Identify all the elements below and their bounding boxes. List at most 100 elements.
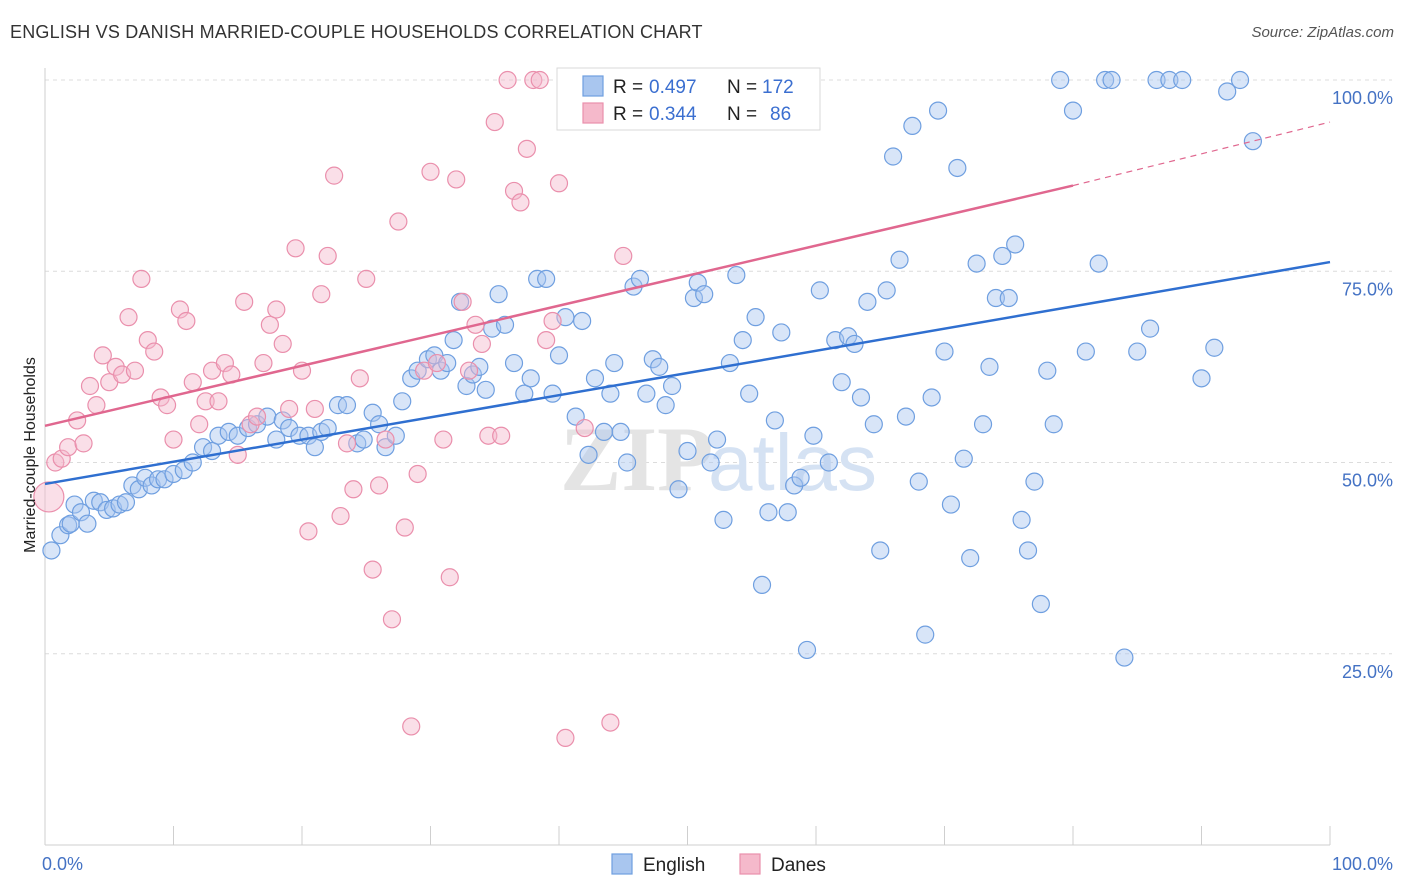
danes-point [247, 407, 267, 426]
english-point [363, 403, 382, 422]
danes-point [80, 376, 100, 396]
danes-r-label: R = [613, 104, 643, 125]
english-point [1076, 342, 1095, 361]
english-point [376, 438, 395, 457]
english-point [656, 396, 675, 415]
danes-point [312, 285, 331, 304]
english-point [408, 361, 427, 380]
english-point [1006, 235, 1025, 254]
english-point [714, 510, 733, 529]
english-point [337, 396, 357, 415]
english-point [871, 541, 890, 560]
english-point [155, 470, 174, 489]
english-point [209, 426, 228, 445]
danes-point [138, 331, 157, 350]
english-point [819, 453, 838, 472]
danes-point [614, 246, 633, 266]
danes-point [498, 70, 517, 90]
danes-point [427, 353, 447, 373]
english-r-value: 0.497 [649, 77, 697, 98]
danes-point [434, 430, 453, 449]
danes-point [344, 480, 363, 499]
danes-point [350, 369, 369, 388]
danes-point [215, 353, 234, 373]
danes-point [196, 392, 215, 411]
english-point [1140, 319, 1160, 338]
danes-point [254, 353, 273, 373]
danes-point [575, 418, 594, 438]
english-point [605, 353, 624, 373]
english-point [476, 380, 495, 399]
danes-point [376, 430, 395, 449]
english-point [489, 285, 508, 304]
danes-point [453, 292, 472, 311]
english-point [51, 526, 70, 545]
english-point [922, 388, 941, 407]
danes-point [601, 713, 620, 732]
danes-point [549, 174, 569, 193]
english-point [470, 357, 489, 376]
danes-point [395, 518, 414, 537]
danes-point [132, 269, 151, 288]
source-label: Source: ZipAtlas.com [1251, 24, 1394, 41]
y-tick-labels: 25.0% 50.0% 75.0% 100.0% [1332, 88, 1393, 682]
top-legend: R = 0.497 N = 172 R = 0.344 N = 86 [556, 67, 821, 131]
danes-point [402, 717, 421, 736]
english-point [116, 493, 136, 512]
danes-point [511, 193, 530, 212]
chart-title: ENGLISH VS DANISH MARRIED-COUPLE HOUSEHO… [10, 22, 703, 42]
english-point [78, 514, 97, 533]
danes-point [492, 426, 511, 445]
danes-point [530, 70, 549, 90]
danes-point [260, 315, 279, 334]
english-point [258, 407, 277, 426]
english-point [164, 464, 183, 484]
english-point [1243, 132, 1263, 151]
danes-point [331, 506, 350, 526]
english-point [438, 353, 457, 373]
english-point [1205, 338, 1224, 357]
danes-point [479, 426, 498, 445]
english-point [701, 453, 720, 472]
danes-point [273, 334, 292, 354]
trendlines [44, 121, 1331, 486]
danes-trend-line [44, 184, 1074, 427]
danes-point [440, 568, 459, 587]
english-point [727, 265, 746, 285]
english-point [765, 411, 784, 430]
english-trend-line [44, 260, 1331, 486]
y-tick-label: 25.0% [1342, 662, 1393, 682]
english-point [537, 269, 556, 288]
danes-point [408, 464, 427, 484]
english-point [928, 101, 948, 120]
english-point [573, 311, 592, 331]
english-point [678, 441, 697, 461]
x-tick-label-min: 0.0% [42, 854, 83, 874]
english-point [832, 373, 851, 392]
english-point [967, 254, 986, 273]
english-point [916, 625, 935, 644]
english-point [746, 308, 765, 327]
danes-point [421, 162, 440, 181]
english-point [1025, 472, 1044, 491]
english-point [611, 422, 630, 441]
english-point [1102, 70, 1121, 90]
english-point [549, 346, 569, 365]
english-point [1051, 70, 1070, 90]
english-point [961, 549, 980, 568]
english-point [720, 353, 740, 373]
english-point [864, 415, 883, 434]
danes-point [357, 269, 376, 288]
english-point [521, 369, 540, 388]
danes-n-label: N = [727, 104, 757, 125]
danes-legend-swatch [582, 102, 604, 124]
english-point [954, 449, 973, 468]
english-point [999, 288, 1018, 308]
english-point [752, 575, 772, 595]
danes-point [389, 212, 408, 231]
english-point [444, 331, 463, 350]
english-point [1038, 361, 1057, 380]
english-point [797, 640, 817, 660]
english-point [941, 495, 961, 514]
danes-point [235, 292, 254, 311]
